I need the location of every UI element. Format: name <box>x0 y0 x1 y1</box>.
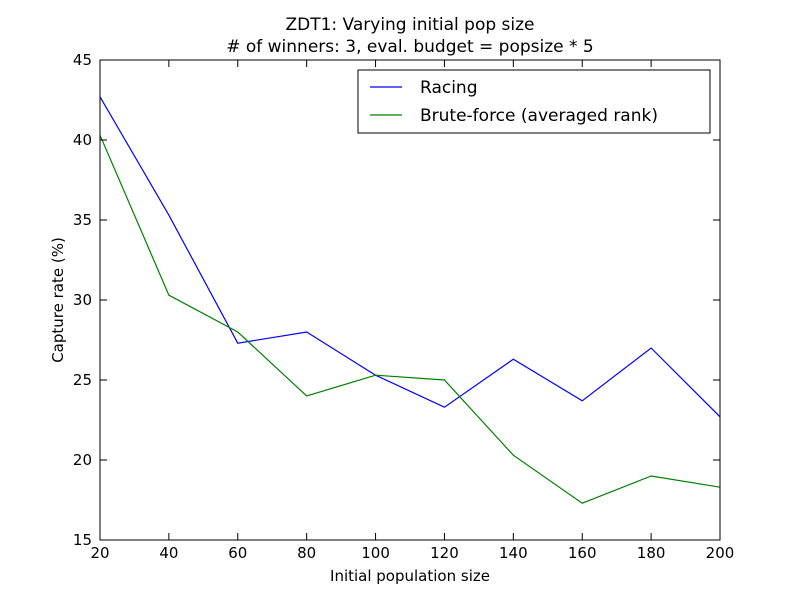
y-tick-label: 30 <box>73 291 92 309</box>
chart-subtitle: # of winners: 3, eval. budget = popsize … <box>226 37 594 57</box>
series-layer <box>99 96 721 504</box>
x-tick-label: 180 <box>637 544 666 562</box>
legend-box <box>357 69 711 134</box>
y-tick-label: 25 <box>73 371 92 389</box>
y-tick-label: 20 <box>73 451 92 469</box>
x-tick-label: 160 <box>568 544 597 562</box>
x-tick-label: 80 <box>297 544 316 562</box>
x-tick-label: 60 <box>228 544 247 562</box>
series-line-1 <box>99 134 721 504</box>
y-tick-label: 40 <box>73 131 92 149</box>
y-tick-label: 35 <box>73 211 92 229</box>
series-line-0 <box>99 96 721 418</box>
x-tick-label: 200 <box>706 544 735 562</box>
x-tick-label: 120 <box>430 544 459 562</box>
legend: Racing Brute-force (averaged rank) <box>357 69 711 134</box>
legend-label-0: Racing <box>420 78 478 98</box>
y-tick-label: 15 <box>73 531 92 549</box>
x-tick-label: 40 <box>159 544 178 562</box>
y-tick-label: 45 <box>73 51 92 69</box>
x-tick-label: 100 <box>361 544 390 562</box>
x-tick-label: 20 <box>90 544 109 562</box>
x-axis-label: Initial population size <box>330 567 490 585</box>
x-tick-label: 140 <box>499 544 528 562</box>
y-axis-label: Capture rate (%) <box>49 237 67 363</box>
chart-title: ZDT1: Varying initial pop size <box>285 15 534 35</box>
legend-label-1: Brute-force (averaged rank) <box>420 106 658 126</box>
plot-frame <box>99 59 721 541</box>
